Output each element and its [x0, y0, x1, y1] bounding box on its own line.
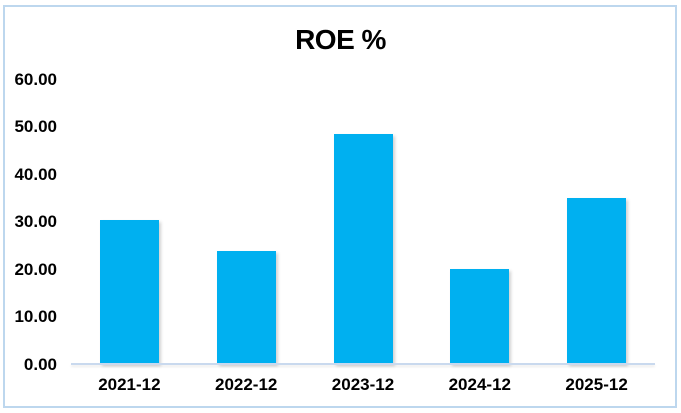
x-axis-label: 2022-12 — [214, 375, 278, 394]
x-axis-line — [71, 363, 655, 365]
bar-2023-12 — [333, 134, 393, 364]
chart-title: ROE % — [295, 24, 386, 55]
y-axis-tick-label: 30.00 — [14, 212, 57, 231]
x-axis-label: 2025-12 — [565, 375, 628, 394]
bar-2025-12 — [567, 197, 627, 364]
bar-2022-12 — [216, 250, 276, 364]
y-axis-tick-label: 50.00 — [14, 117, 57, 136]
x-axis-label: 2024-12 — [448, 375, 511, 394]
bar-2021-12 — [99, 219, 159, 364]
y-axis-tick-label: 60.00 — [14, 69, 57, 89]
x-axis-label: 2023-12 — [331, 375, 395, 394]
y-axis-tick-label: 20.00 — [14, 259, 57, 279]
y-axis-tick-label: 40.00 — [14, 164, 57, 184]
y-axis-tick-label: 0.00 — [23, 354, 57, 374]
chart-frame — [3, 5, 677, 408]
y-axis-tick-label: 10.00 — [14, 307, 57, 326]
bar-2024-12 — [450, 268, 510, 364]
x-axis-label: 2021-12 — [98, 375, 161, 394]
